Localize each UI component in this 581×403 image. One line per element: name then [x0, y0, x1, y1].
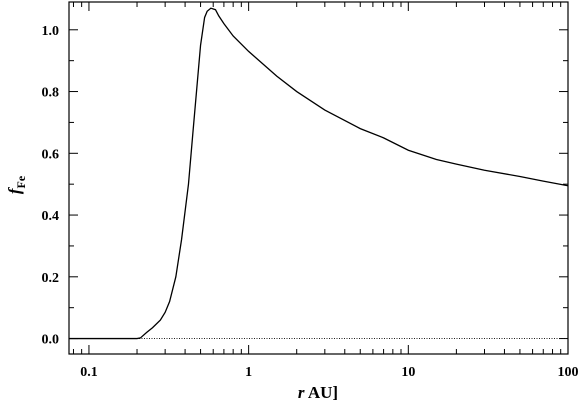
- x-tick-label: 1: [245, 365, 252, 380]
- y-tick-label: 0.2: [42, 271, 60, 286]
- y-tick-label: 0.4: [42, 209, 60, 224]
- x-axis-label-rest: AU]: [305, 383, 339, 402]
- y-axis-label-var: f: [5, 186, 24, 194]
- series-line-f-fe: [69, 7, 569, 340]
- y-tick-label: 0.0: [42, 333, 60, 348]
- x-tick-label: 100: [558, 365, 579, 380]
- y-tick-label: 0.6: [42, 147, 60, 162]
- y-tick-label: 1.0: [42, 24, 60, 39]
- tick-labels: 0.1 1 10 100 0.0 0.2 0.4 0.6 0.8 1.0: [42, 24, 579, 380]
- x-axis-label: r AU]: [298, 383, 338, 402]
- x-axis-label-var: r: [298, 383, 305, 402]
- axis-ticks: [69, 2, 569, 354]
- x-tick-label: 10: [401, 365, 415, 380]
- y-axis-label-sub: Fe: [14, 175, 28, 188]
- y-axis-label: fFe: [5, 175, 28, 194]
- x-tick-label: 0.1: [80, 365, 98, 380]
- y-tick-label: 0.8: [42, 86, 60, 101]
- plot-frame: [68, 1, 569, 355]
